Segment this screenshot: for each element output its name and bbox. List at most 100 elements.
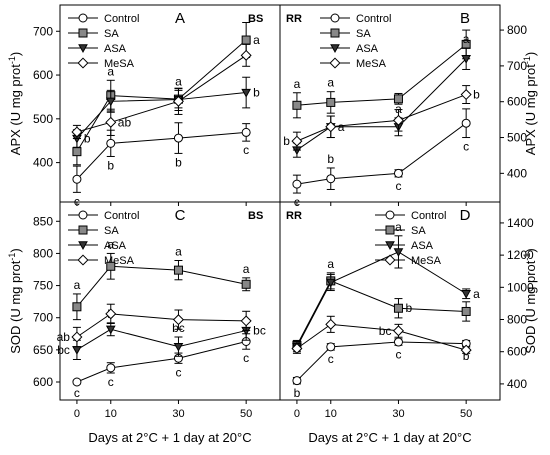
data-point [72,302,82,312]
y-tick-label: 1000 [507,280,534,294]
series-mesa: bc [291,315,472,356]
series-asa: aa [292,32,472,158]
significance-letter: b [327,152,334,166]
significance-letter: ab [118,115,132,129]
x-tick-label: 0 [294,408,300,420]
data-point [292,376,302,386]
legend-marker-square [385,225,395,235]
series-line [76,328,247,351]
significance-letter: c [395,179,401,193]
data-point [172,314,184,326]
significance-letter: c [463,140,469,154]
x-tick-label: 30 [172,408,184,420]
significance-letter: c [175,365,181,379]
data-point [106,138,116,148]
y-axis-label-sup: -1 [522,56,532,64]
legend-label: Control [104,210,139,222]
x-tick-label: 10 [325,408,337,420]
significance-letter: bc [57,343,70,357]
legend-label: Control [104,13,139,25]
legend-label: SA [356,28,371,40]
y-axis-label-end: ) [523,52,538,56]
significance-letter: b [405,301,412,315]
legend-label: SA [104,28,119,40]
panel-A: 400 500 600 700 APX (U mg prot-1) A BS Control S… [7,4,281,208]
data-point [326,97,336,107]
data-point [241,279,251,289]
x-tick-label: 10 [105,408,117,420]
legend-marker-triangle [78,241,88,251]
series-mesa: ab [71,43,252,140]
data-point [241,35,251,45]
data-point [393,248,404,257]
legend-label: MeSA [356,58,387,70]
significance-letter: a [253,33,260,47]
legend-label: ASA [104,43,127,55]
data-point [173,342,184,352]
series-line [76,265,247,308]
legend-label: SA [411,225,426,237]
significance-letter: b [294,386,301,400]
data-point [325,278,336,288]
y-axis-label: APX (U mg prot-1) [522,52,538,155]
legend-marker-diamond [329,57,341,69]
significance-letter: a [243,262,250,276]
y-tick-label: 600 [33,375,53,389]
significance-letter: a [473,287,480,301]
data-point [72,147,82,157]
legend-label: Control [356,13,391,25]
significance-letter: bc [253,324,266,338]
data-point [292,100,302,110]
data-point [291,135,303,147]
data-point [326,342,336,352]
legend-marker-circle [385,210,395,220]
significance-letter: b [107,158,114,172]
y-axis-label-end: ) [8,52,23,56]
data-point [241,127,251,137]
data-point [461,55,472,64]
significance-letter: a [107,64,114,78]
y-tick-label: 800 [507,313,527,327]
series-asa: bb [72,76,260,148]
significance-letter: b [463,349,470,363]
series-line [296,94,467,142]
series-control: c c c c [72,333,251,400]
panel-letter: B [460,10,470,27]
y-tick-label: 400 [507,377,527,391]
data-point [72,346,82,355]
significance-letter: a [175,74,182,88]
data-point [72,377,82,387]
legend-marker-square [330,28,340,38]
legend-label: MeSA [104,58,135,70]
legend-marker-square [78,28,88,38]
legend-label: Control [411,210,446,222]
y-tick-label: 700 [33,311,53,325]
series-line [296,251,467,348]
significance-letter: b [175,155,182,169]
legend-marker-diamond [384,254,396,266]
data-point [105,325,116,335]
significance-letter: a [175,245,182,259]
series-asa: aa [292,220,480,353]
x-axis-label: Days at 2°C + 1 day at 20°C [88,430,251,445]
series-line [296,44,467,106]
y-axis-label-end: ) [523,248,538,252]
data-point [105,116,117,128]
y-tick-label: 400 [507,166,527,180]
significance-letter: a [107,237,114,251]
data-point [392,114,404,126]
data-point [71,331,83,343]
significance-letter: a [463,32,470,46]
data-point [393,337,403,347]
data-point [461,306,471,316]
series-line [76,341,247,383]
panel-letter: C [175,207,186,224]
y-axis-label-end: ) [8,248,23,252]
series-mesa: b a b [283,85,480,151]
y-tick-label: 1400 [507,216,534,230]
